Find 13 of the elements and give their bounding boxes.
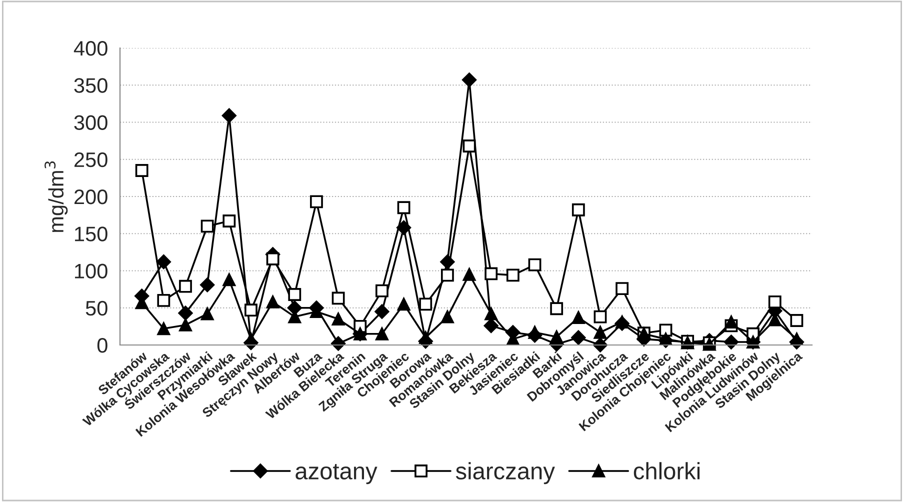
legend-label: azotany [296,464,378,484]
y-tick-label: 350 [74,78,108,93]
y-tick-label: 0 [97,338,108,353]
y-tick-label: 100 [75,264,108,279]
y-tick-label: 200 [74,190,108,204]
y-tick-label: 300 [74,115,108,130]
y-tick-label: 250 [74,152,108,168]
legend-label: siarczany [456,462,555,484]
y-axis-title: mg/dm$^{3}$ [44,161,68,232]
y-tick-label: 50 [86,300,108,316]
y-tick-label: 150 [75,226,108,242]
y-tick-label: 400 [74,41,108,56]
legend-label: chlorki [634,462,700,480]
